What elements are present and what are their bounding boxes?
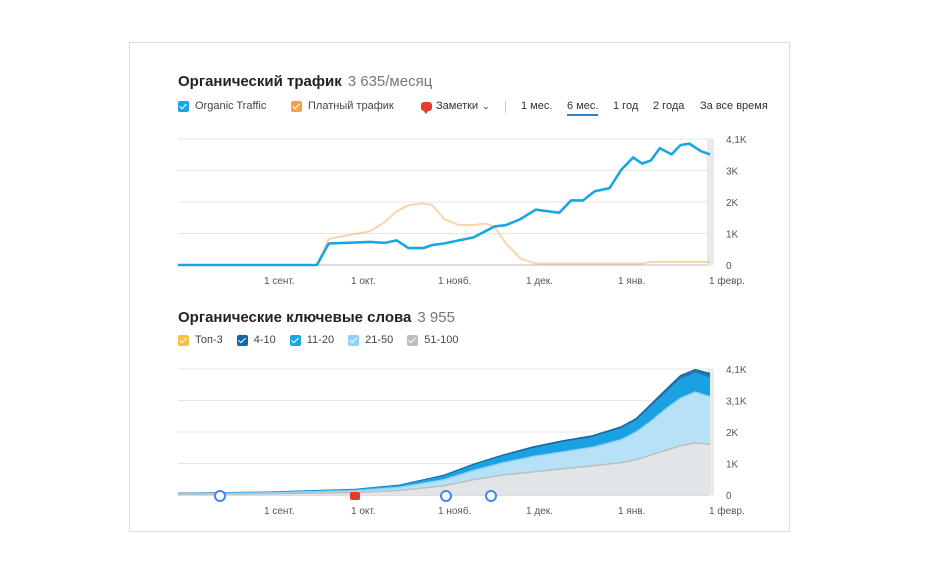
traffic-value: 3 635/месяц bbox=[347, 73, 433, 90]
x-tick-label: 1 нояб. bbox=[438, 275, 471, 287]
y-tick-label: 0 bbox=[726, 491, 732, 502]
y-tick-label: 1K bbox=[726, 460, 739, 471]
keywords-legend: Топ-3 4-10 11-20 21-50 51-100 bbox=[178, 332, 472, 348]
checkbox-icon[interactable] bbox=[178, 100, 189, 112]
area-51-100 bbox=[178, 442, 710, 495]
x-tick-label: 1 янв. bbox=[618, 276, 645, 287]
legend-label: 4-10 bbox=[253, 334, 276, 346]
legend-label: 21-50 bbox=[365, 334, 394, 346]
keywords-title-row: Органические ключевые слова 3 955 bbox=[178, 309, 455, 326]
incomplete-zone bbox=[707, 139, 714, 265]
line-21-50 bbox=[178, 391, 711, 495]
y-tick-label: 3K bbox=[726, 167, 739, 178]
checkbox-icon[interactable] bbox=[348, 334, 360, 346]
line-11-20 bbox=[178, 372, 711, 495]
x-tick-label: 1 сент. bbox=[264, 276, 295, 287]
y-tick-label: 0 bbox=[726, 261, 732, 272]
traffic-title-row: Органический трафик 3 635/месяц bbox=[178, 73, 432, 90]
legend-label: Organic Traffic bbox=[195, 100, 267, 112]
y-tick-label: 4,1K bbox=[726, 365, 747, 376]
range-1-year[interactable]: 1 год bbox=[613, 100, 639, 112]
traffic-legend: Organic Traffic Платный трафик bbox=[178, 98, 408, 114]
google-update-icon bbox=[214, 490, 226, 502]
traffic-title: Органический трафик bbox=[178, 73, 342, 90]
range-all-time[interactable]: За все время bbox=[700, 100, 768, 112]
google-update-icon bbox=[440, 490, 452, 502]
x-tick-label: 1 янв. bbox=[618, 506, 645, 517]
range-6-months[interactable]: 6 мес. bbox=[567, 100, 599, 116]
y-tick-label: 2K bbox=[726, 198, 739, 209]
notes-label: Заметки bbox=[436, 100, 479, 112]
x-tick-label: 1 сент. bbox=[264, 506, 295, 517]
series-line-organic bbox=[178, 142, 711, 267]
checkbox-icon[interactable] bbox=[178, 334, 189, 346]
legend-organic-traffic[interactable]: Organic Traffic bbox=[178, 100, 277, 112]
legend-51-100[interactable]: 51-100 bbox=[407, 334, 458, 346]
google-update-icon bbox=[485, 490, 497, 502]
x-tick-label: 1 окт. bbox=[351, 276, 376, 287]
legend-label: 11-20 bbox=[306, 334, 335, 346]
legend-label: Топ-3 bbox=[195, 334, 223, 346]
divider bbox=[505, 101, 506, 113]
x-tick-label: 1 нояб. bbox=[438, 505, 471, 517]
checkbox-icon[interactable] bbox=[236, 334, 248, 346]
x-tick-label: 1 окт. bbox=[351, 506, 376, 517]
x-tick-label: 1 февр. bbox=[709, 275, 745, 287]
keywords-value: 3 955 bbox=[417, 309, 455, 326]
dashboard-card: Органический трафик 3 635/месяц Organic T… bbox=[129, 42, 790, 532]
legend-label: 51-100 bbox=[424, 334, 459, 346]
checkbox-icon[interactable] bbox=[291, 100, 302, 112]
chevron-down-icon: ⌄ bbox=[482, 100, 490, 111]
legend-label: Платный трафик bbox=[308, 100, 394, 112]
legend-21-50[interactable]: 21-50 bbox=[348, 334, 393, 346]
y-tick-label: 1K bbox=[726, 230, 739, 241]
checkbox-icon[interactable] bbox=[289, 334, 301, 346]
x-tick-label: 1 февр. bbox=[709, 505, 745, 517]
y-tick-label: 4,1K bbox=[726, 135, 747, 146]
checkbox-icon[interactable] bbox=[407, 334, 419, 346]
keywords-chart: 0 1K 2K 3,1K 4,1K 1 сент. 1 окт. 1 нояб. 1 дек. 1… bbox=[178, 365, 747, 517]
y-tick-label: 3,1K bbox=[726, 397, 747, 408]
traffic-chart: 0 1K 2K 3K 4,1K 1 сент. 1 окт. 1 нояб. 1 дек. 1 я… bbox=[178, 135, 747, 287]
range-1-month[interactable]: 1 мес. bbox=[521, 100, 553, 112]
keywords-title: Органические ключевые слова bbox=[178, 309, 412, 326]
notes-dropdown[interactable]: Заметки ⌄ bbox=[421, 100, 490, 114]
legend-top-3[interactable]: Топ-3 bbox=[178, 334, 223, 346]
y-tick-label: 2K bbox=[726, 428, 739, 439]
series-line-paid bbox=[178, 202, 710, 266]
range-2-years[interactable]: 2 года bbox=[653, 100, 685, 112]
legend-11-20[interactable]: 11-20 bbox=[289, 334, 335, 346]
x-tick-label: 1 дек. bbox=[526, 506, 553, 517]
note-icon bbox=[421, 101, 432, 114]
incomplete-zone bbox=[707, 369, 714, 495]
x-tick-label: 1 дек. bbox=[526, 276, 553, 287]
line-51-100 bbox=[178, 442, 711, 496]
legend-4-10[interactable]: 4-10 bbox=[236, 334, 276, 346]
note-marker-icon bbox=[350, 492, 360, 500]
legend-paid-traffic[interactable]: Платный трафик bbox=[291, 100, 394, 112]
